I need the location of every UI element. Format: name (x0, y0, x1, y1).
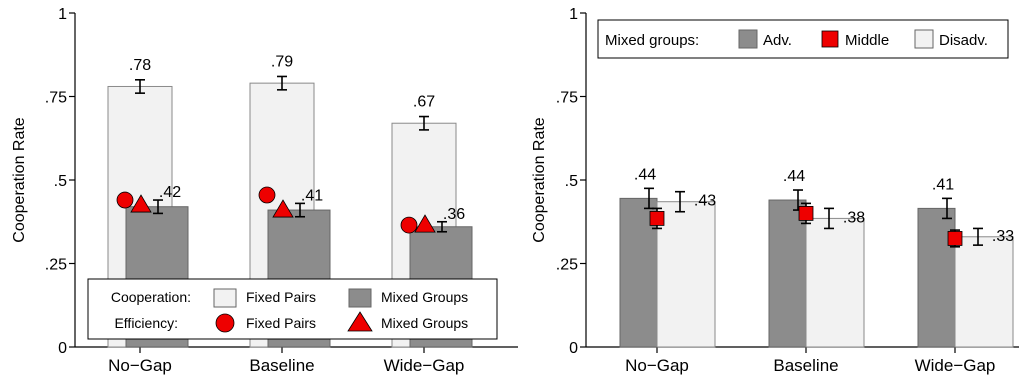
legend-swatch-adv (738, 29, 758, 49)
legend-label-adv: Adv. (763, 32, 792, 49)
legend-label-middle: Middle (845, 32, 889, 49)
data-label-disadv: .38 (843, 209, 865, 226)
data-label-mixed-groups: .42 (159, 184, 181, 201)
legend-box (87, 278, 498, 340)
data-label-adv: .44 (783, 168, 805, 185)
x-tick-label: Baseline (773, 356, 838, 375)
error-bar-mixed-groups (295, 202, 305, 218)
y-tick-label: 1 (569, 6, 578, 23)
x-tick-label: Baseline (249, 356, 314, 375)
legend-efficiency-label: Efficiency: (114, 315, 178, 331)
x-tick-label: No−Gap (108, 356, 172, 375)
data-label-fixed-pairs: .78 (129, 57, 151, 74)
bar-disadv (805, 217, 865, 348)
legend-cooperation-label: Cooperation: (111, 289, 191, 305)
efficiency-marker-mixed-groups (130, 194, 152, 213)
legend-label-eff-fixed-pairs: Fixed Pairs (246, 315, 316, 331)
marker-middle (798, 205, 814, 221)
error-bar-fixed-pairs (135, 79, 145, 94)
marker-middle (649, 211, 665, 226)
legend-box (597, 19, 1009, 59)
bar-disadv (954, 236, 1014, 348)
y-tick-label: 1 (58, 6, 67, 23)
error-bar-adv (942, 197, 952, 220)
y-axis-label: Cooperation Rate (531, 117, 548, 243)
x-tick-label: Wide−Gap (915, 356, 996, 375)
efficiency-marker-fixed-pairs (400, 216, 418, 234)
data-label-adv: .41 (932, 176, 954, 193)
data-label-fixed-pairs: .67 (413, 94, 435, 111)
y-tick-label: 0 (58, 340, 67, 357)
legend-marker-circle (215, 313, 235, 333)
legend-title: Mixed groups: (605, 32, 699, 49)
y-tick-label: .75 (45, 90, 67, 107)
error-bar-disadv (973, 227, 983, 246)
data-label-fixed-pairs: .79 (271, 53, 293, 70)
legend-label-disadv: Disadv. (939, 32, 988, 49)
bar-adv (768, 199, 807, 348)
data-label-disadv: .43 (694, 193, 716, 210)
y-axis-label: Cooperation Rate (11, 117, 28, 243)
legend-marker-triangle (347, 311, 373, 332)
efficiency-marker-fixed-pairs (258, 186, 276, 204)
error-bar-mixed-groups (437, 220, 447, 233)
bar-disadv (656, 201, 716, 348)
y-tick-label: .25 (45, 257, 67, 274)
efficiency-marker-mixed-groups (414, 214, 436, 233)
legend-label-fixed-pairs: Fixed Pairs (246, 289, 316, 305)
x-tick-label: Wide−Gap (384, 356, 465, 375)
legend-swatch-fixed-pairs (213, 288, 237, 308)
legend-label-eff-mixed-groups: Mixed Groups (381, 315, 468, 331)
efficiency-marker-fixed-pairs (116, 191, 134, 209)
error-bar-disadv (824, 207, 834, 230)
x-tick-label: No−Gap (625, 356, 689, 375)
bar-adv (917, 207, 956, 348)
y-tick-label: .5 (565, 173, 578, 190)
legend-swatch-disadv (914, 29, 934, 49)
error-bar-fixed-pairs (277, 75, 287, 91)
y-tick-label: .25 (556, 257, 578, 274)
error-bar-mixed-groups (153, 199, 163, 215)
legend-swatch-mixed-groups (348, 288, 372, 308)
y-tick-label: .75 (556, 90, 578, 107)
marker-middle (947, 231, 963, 246)
data-label-disadv: .33 (992, 228, 1014, 245)
data-label-mixed-groups: .36 (443, 206, 465, 223)
error-bar-disadv (675, 190, 685, 213)
y-tick-label: .5 (54, 173, 67, 190)
data-label-adv: .44 (634, 166, 656, 183)
data-label-mixed-groups: .41 (301, 187, 323, 204)
error-bar-fixed-pairs (419, 115, 429, 131)
efficiency-marker-mixed-groups (272, 199, 294, 218)
y-tick-label: 0 (569, 340, 578, 357)
legend-swatch-middle (821, 30, 839, 48)
legend-label-mixed-groups: Mixed Groups (381, 289, 468, 305)
